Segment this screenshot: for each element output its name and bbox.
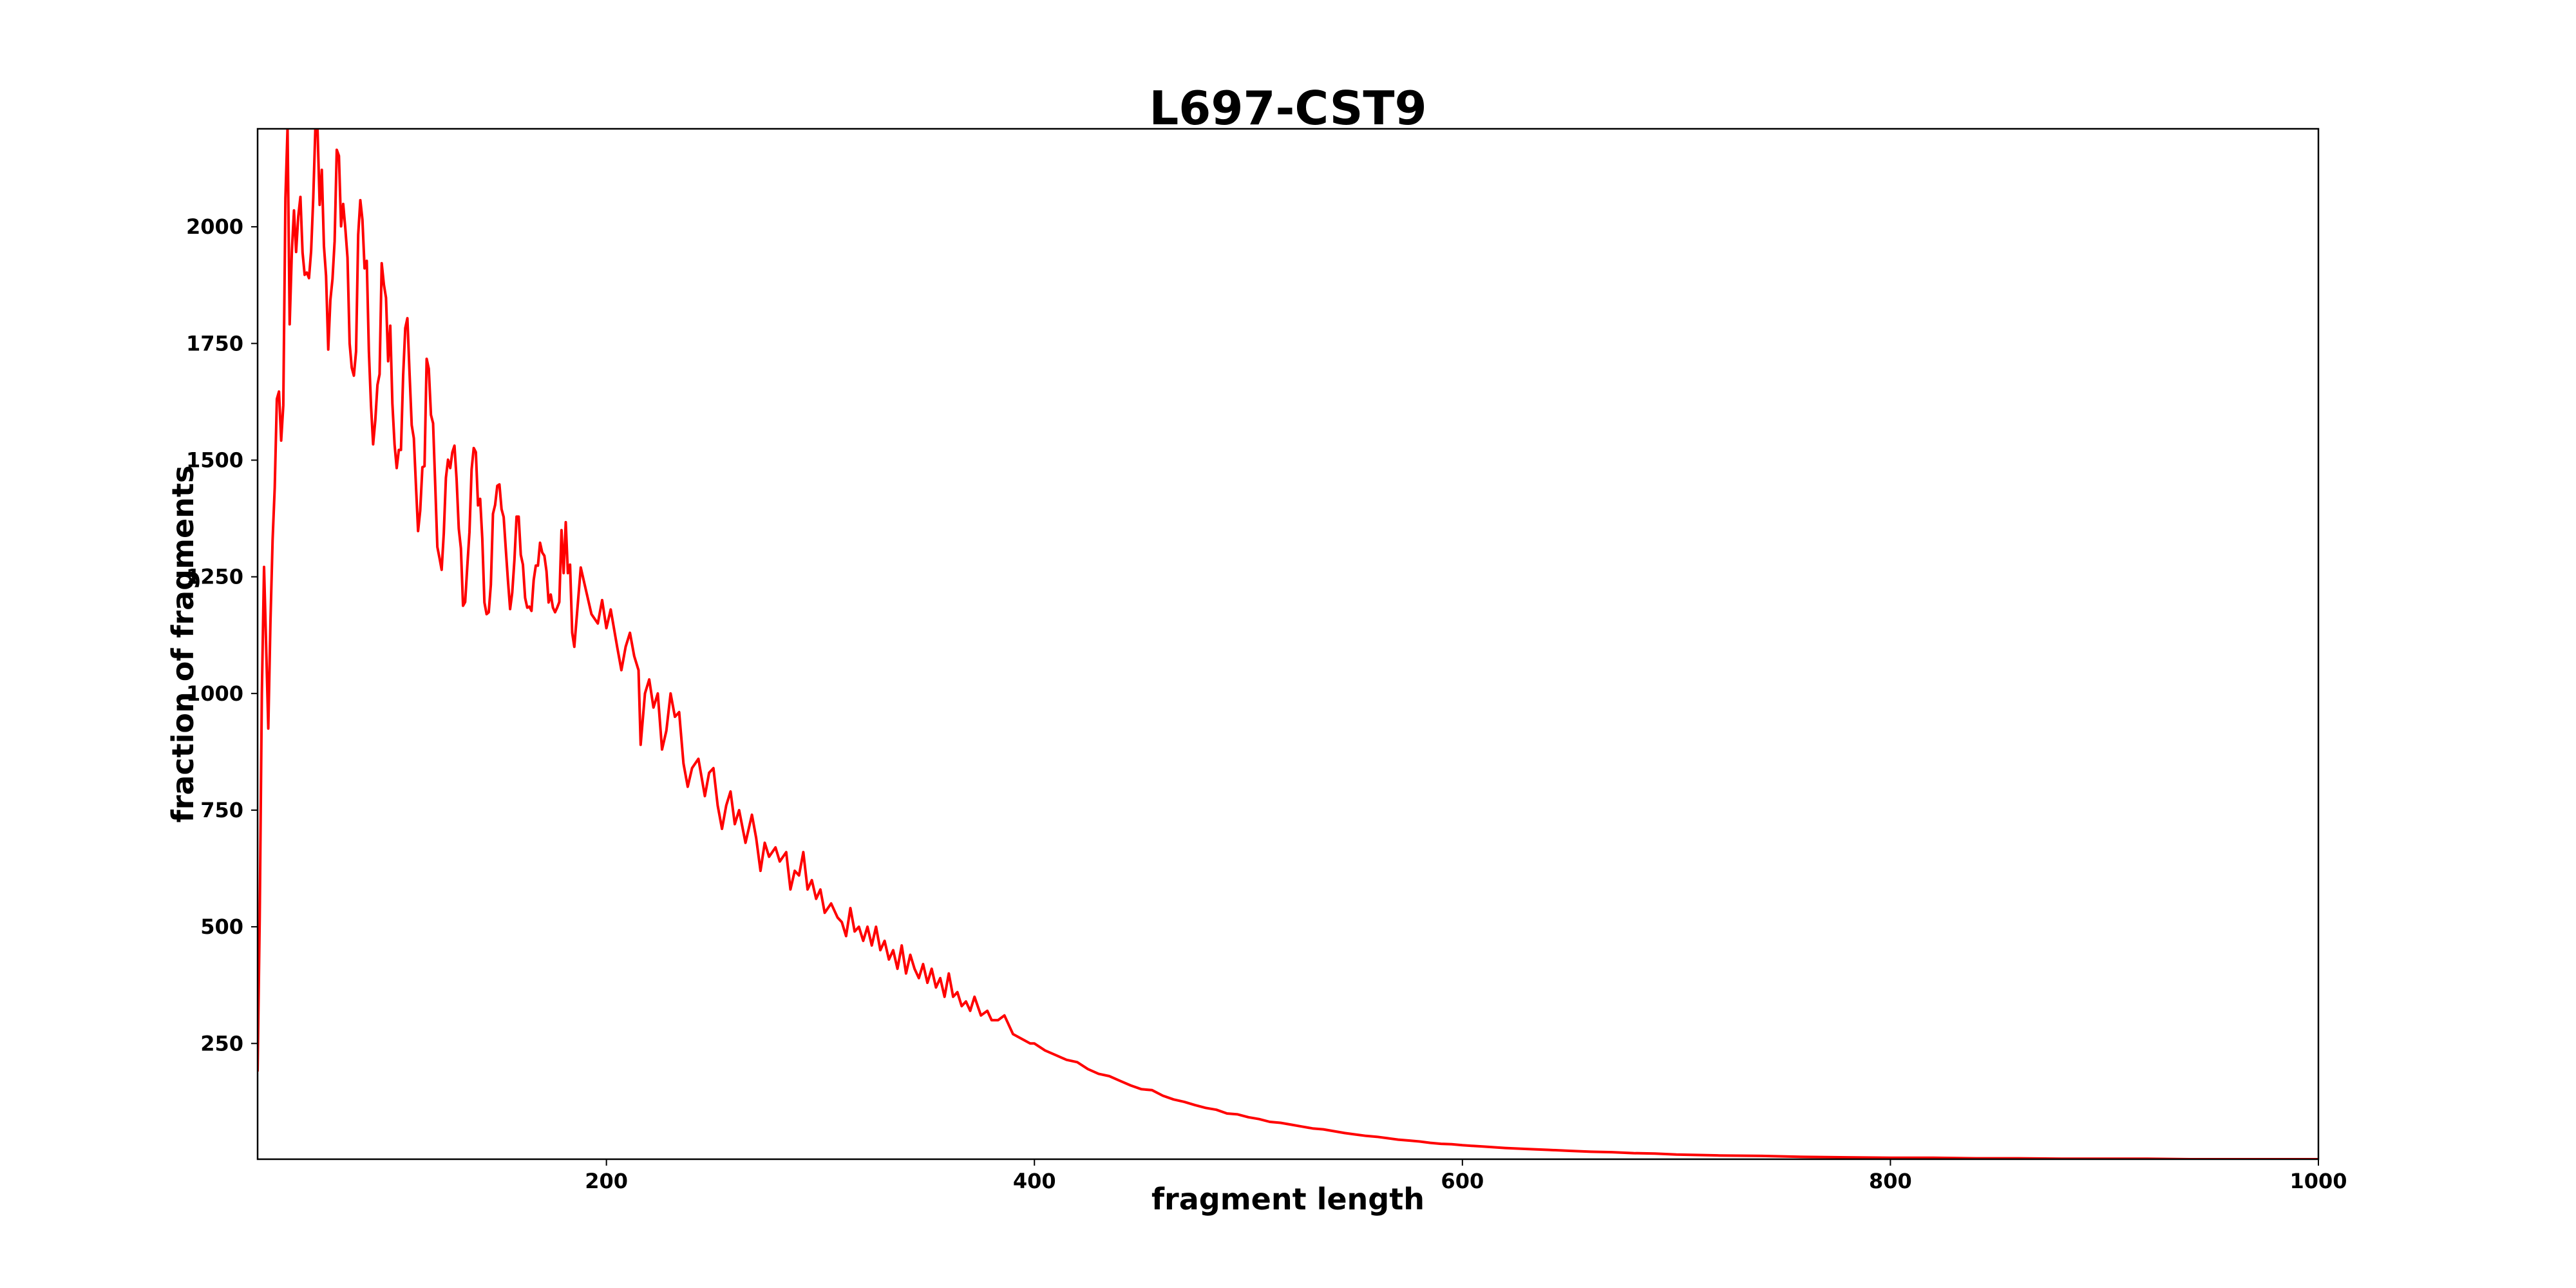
y-tick-label: 1500 — [186, 448, 243, 472]
x-tick-label: 400 — [1013, 1169, 1056, 1193]
x-tick-label: 800 — [1869, 1169, 1912, 1193]
x-tick-label: 1000 — [2289, 1169, 2347, 1193]
x-tick-label: 200 — [585, 1169, 628, 1193]
y-tick-label: 250 — [200, 1031, 243, 1056]
y-axis-ticks: 250 500 750 1000 1250 1500 1750 2000 — [186, 214, 258, 1056]
y-tick-label: 1750 — [186, 331, 243, 355]
plot-frame — [256, 128, 2320, 1160]
y-tick-label: 1250 — [186, 565, 243, 589]
x-tick-label: 600 — [1441, 1169, 1484, 1193]
chart-title: L697-CST9 — [1149, 81, 1426, 135]
y-tick-label: 500 — [200, 914, 243, 939]
y-tick-label: 750 — [200, 798, 243, 822]
y-tick-label: 1000 — [186, 681, 243, 706]
series-layer — [258, 129, 2318, 1159]
y-tick-label: 2000 — [186, 214, 243, 239]
x-axis-ticks: 200 400 600 800 1000 — [585, 1159, 2347, 1193]
y-axis-label: fraction of fragments — [166, 466, 200, 823]
series-line — [258, 129, 2318, 1159]
x-axis-label: fragment length — [1151, 1182, 1425, 1217]
